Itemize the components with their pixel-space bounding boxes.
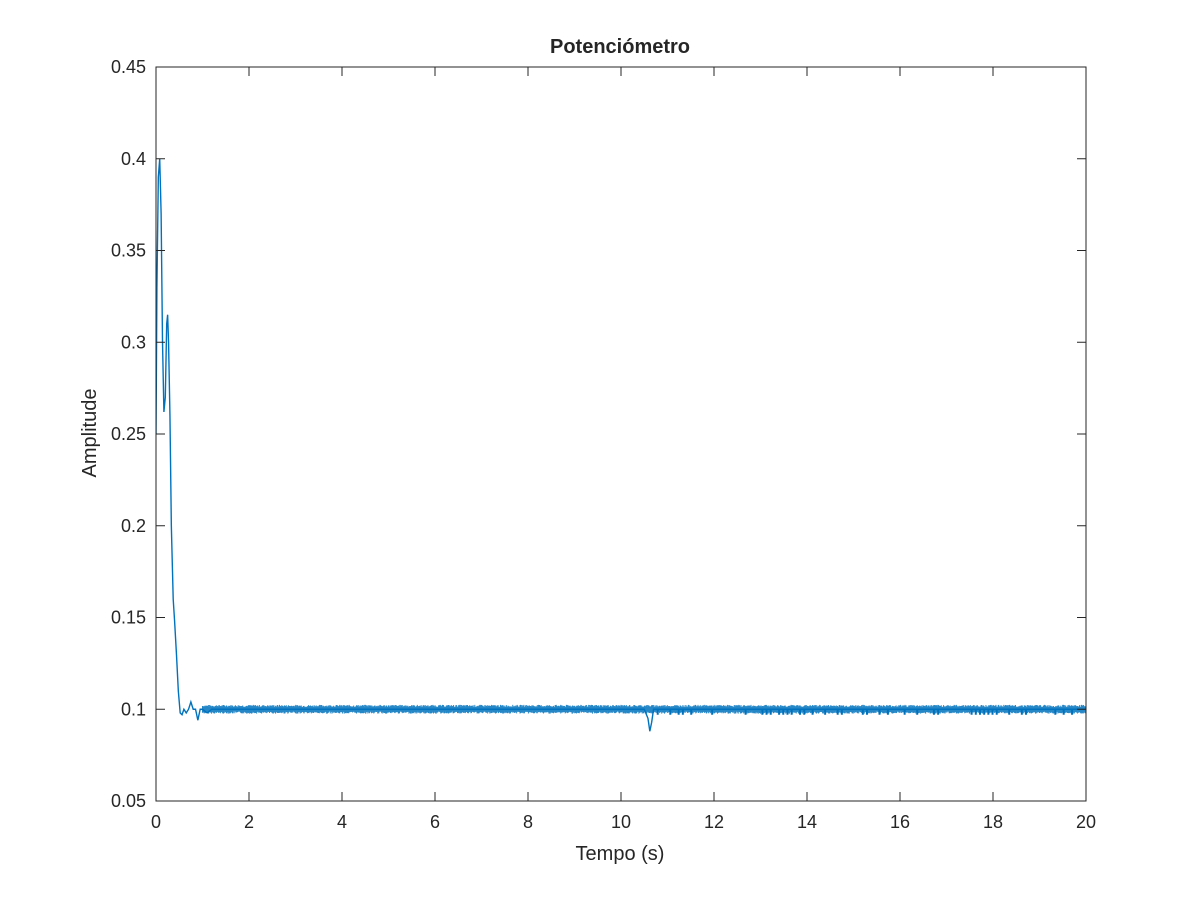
y-tick-label: 0.2 xyxy=(121,516,146,536)
y-axis-label: Amplitude xyxy=(79,389,101,478)
x-tick-label: 14 xyxy=(797,812,817,832)
x-tick-label: 20 xyxy=(1076,812,1096,832)
x-tick-label: 2 xyxy=(244,812,254,832)
ticks: 0 2 4 6 8 10 12 14 16 18 20 0.05 0.1 0.15 0.2 0.25 0.3 0.… xyxy=(111,57,1096,832)
plot-area xyxy=(156,158,1086,732)
x-tick-label: 8 xyxy=(523,812,533,832)
x-tick-label: 16 xyxy=(890,812,910,832)
series-group xyxy=(156,158,1086,732)
y-tick-label: 0.45 xyxy=(111,57,146,77)
axes-box xyxy=(155,66,1087,802)
x-tick-label: 12 xyxy=(704,812,724,832)
y-tick-label: 0.3 xyxy=(121,332,146,352)
y-tick-label: 0.35 xyxy=(111,241,146,261)
chart-title: Potenciómetro xyxy=(550,36,690,58)
y-tick-label: 0.05 xyxy=(111,791,146,811)
series-dips xyxy=(656,709,1074,715)
x-tick-label: 4 xyxy=(337,812,347,832)
series-line xyxy=(156,158,1086,732)
x-tick-label: 6 xyxy=(430,812,440,832)
x-tick-label: 10 xyxy=(611,812,631,832)
y-tick-label: 0.15 xyxy=(111,608,146,628)
y-tick-label: 0.4 xyxy=(121,149,146,169)
x-tick-label: 18 xyxy=(983,812,1003,832)
x-tick-label: 0 xyxy=(151,812,161,832)
y-tick-label: 0.1 xyxy=(121,699,146,719)
x-axis-label: Tempo (s) xyxy=(576,843,665,865)
y-tick-label: 0.25 xyxy=(111,424,146,444)
